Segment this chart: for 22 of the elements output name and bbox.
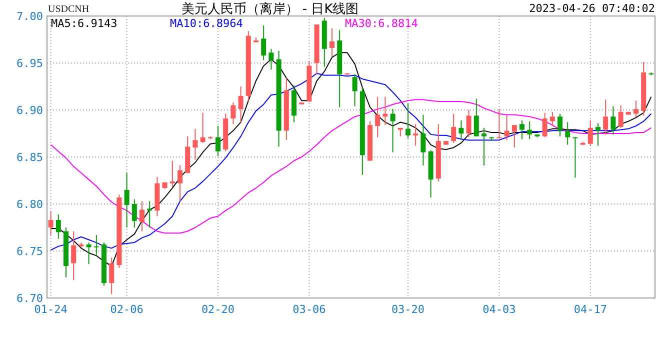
x-tick-label: 01-24	[34, 303, 68, 316]
y-tick-label: 7.00	[16, 10, 43, 23]
line-series	[50, 99, 652, 234]
y-tick-label: 6.95	[16, 57, 43, 70]
text: MA5:6.9143	[51, 17, 118, 30]
x-tick-label: 04-03	[482, 303, 516, 316]
y-tick-label: 6.80	[16, 198, 43, 211]
y-tick-label: 6.75	[16, 245, 43, 258]
text: MA30:6.8814	[345, 17, 418, 30]
line-series	[50, 72, 652, 251]
text: 2023-04-26 07:40:02	[529, 2, 655, 15]
x-tick-label: 04-17	[574, 303, 607, 316]
x-tick-label: 03-20	[391, 303, 425, 316]
x-tick-label: 02-06	[110, 303, 144, 316]
y-tick-label: 6.85	[16, 151, 43, 164]
text: MA10:6.8964	[170, 17, 244, 30]
chart-title: 美元人民币（离岸） - 日K线图	[181, 1, 359, 17]
text: USDCNH	[48, 4, 90, 15]
y-tick-label: 6.90	[16, 104, 43, 117]
y-tick-label: 6.70	[16, 292, 43, 305]
x-tick-label: 02-20	[201, 303, 235, 316]
x-tick-label: 03-06	[292, 303, 326, 316]
